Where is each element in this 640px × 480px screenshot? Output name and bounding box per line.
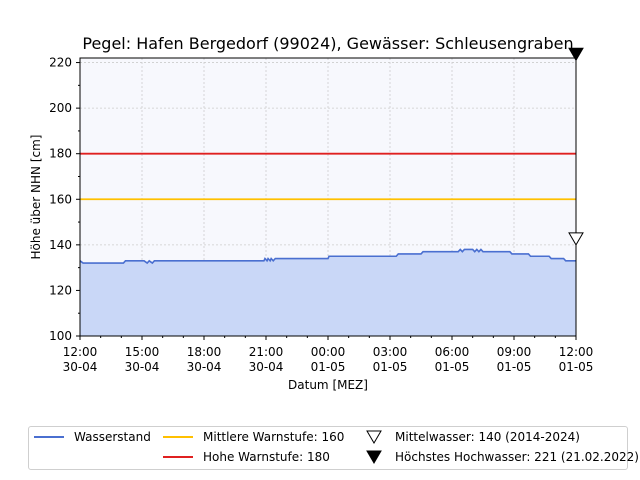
y-tick-label: 140 — [49, 238, 72, 252]
legend-label-wasserstand: Wasserstand — [74, 430, 151, 444]
x-tick-label-time: 06:00 — [435, 345, 470, 359]
x-axis-label: Datum [MEZ] — [288, 378, 368, 392]
legend-item-mittelwasser: Mittelwasser: 140 (2014-2024) — [359, 429, 580, 445]
x-tick-label-date: 01-05 — [435, 360, 470, 374]
legend-label-hochwasser: Höchstes Hochwasser: 221 (21.02.2022) — [395, 450, 639, 464]
filled-triangle-down-icon — [359, 449, 389, 465]
legend-item-mittlere-warnstufe: Mittlere Warnstufe: 160 — [163, 430, 344, 444]
chart-title: Pegel: Hafen Bergedorf (99024), Gewässer… — [82, 34, 573, 53]
legend: Wasserstand Mittlere Warnstufe: 160 Hohe… — [28, 426, 639, 470]
y-tick-label: 180 — [49, 147, 72, 161]
mean-water-marker — [568, 232, 584, 246]
highest-flood-marker — [568, 47, 584, 62]
y-tick-label: 120 — [49, 283, 72, 297]
x-tick-label-time: 18:00 — [187, 345, 222, 359]
series-layer — [79, 248, 576, 265]
legend-label-hohe-warnstufe: Hohe Warnstufe: 180 — [203, 450, 330, 464]
x-tick-label-date: 30-04 — [249, 360, 284, 374]
x-tick-label-date: 01-05 — [497, 360, 532, 374]
y-tick-label: 200 — [49, 101, 72, 115]
x-tick-label-time: 12:00 — [63, 345, 98, 359]
legend-item-wasserstand: Wasserstand — [34, 430, 151, 444]
open-triangle-down-icon — [359, 429, 389, 445]
x-tick-label-date: 01-05 — [559, 360, 594, 374]
legend-swatch-wasserstand — [34, 436, 64, 438]
x-tick-label-date: 30-04 — [125, 360, 160, 374]
y-tick-label: 160 — [49, 192, 72, 206]
x-tick-label-time: 12:00 — [559, 345, 594, 359]
y-axis-label: Höhe über NHN [cm] — [29, 135, 43, 260]
x-axis-ticks: 12:0030-0415:0030-0418:0030-0421:0030-04… — [63, 336, 594, 374]
water-level-line — [79, 248, 576, 265]
area-layer — [80, 249, 576, 336]
x-tick-label-time: 03:00 — [373, 345, 408, 359]
legend-label-mittlere-warnstufe: Mittlere Warnstufe: 160 — [203, 430, 345, 444]
x-tick-label-date: 30-04 — [63, 360, 98, 374]
y-axis-ticks: 100 120 140 160 180 200 220 — [49, 56, 80, 343]
x-tick-label-time: 15:00 — [125, 345, 160, 359]
legend-swatch-mittlere-warnstufe — [163, 436, 193, 438]
legend-swatch-hohe-warnstufe — [163, 456, 193, 458]
marker-layer — [568, 47, 584, 246]
legend-label-mittelwasser: Mittelwasser: 140 (2014-2024) — [395, 430, 580, 444]
legend-item-hochwasser: Höchstes Hochwasser: 221 (21.02.2022) — [359, 449, 639, 465]
legend-item-hohe-warnstufe: Hohe Warnstufe: 180 — [163, 450, 330, 464]
y-tick-label: 100 — [49, 329, 72, 343]
x-tick-label-time: 00:00 — [311, 345, 346, 359]
x-tick-label-time: 09:00 — [497, 345, 532, 359]
x-tick-label-date: 01-05 — [311, 360, 346, 374]
y-tick-label: 220 — [49, 56, 72, 70]
x-tick-label-time: 21:00 — [249, 345, 284, 359]
x-tick-label-date: 01-05 — [373, 360, 408, 374]
water-level-area — [80, 249, 576, 336]
reference-lines — [80, 152, 576, 201]
x-tick-label-date: 30-04 — [187, 360, 222, 374]
